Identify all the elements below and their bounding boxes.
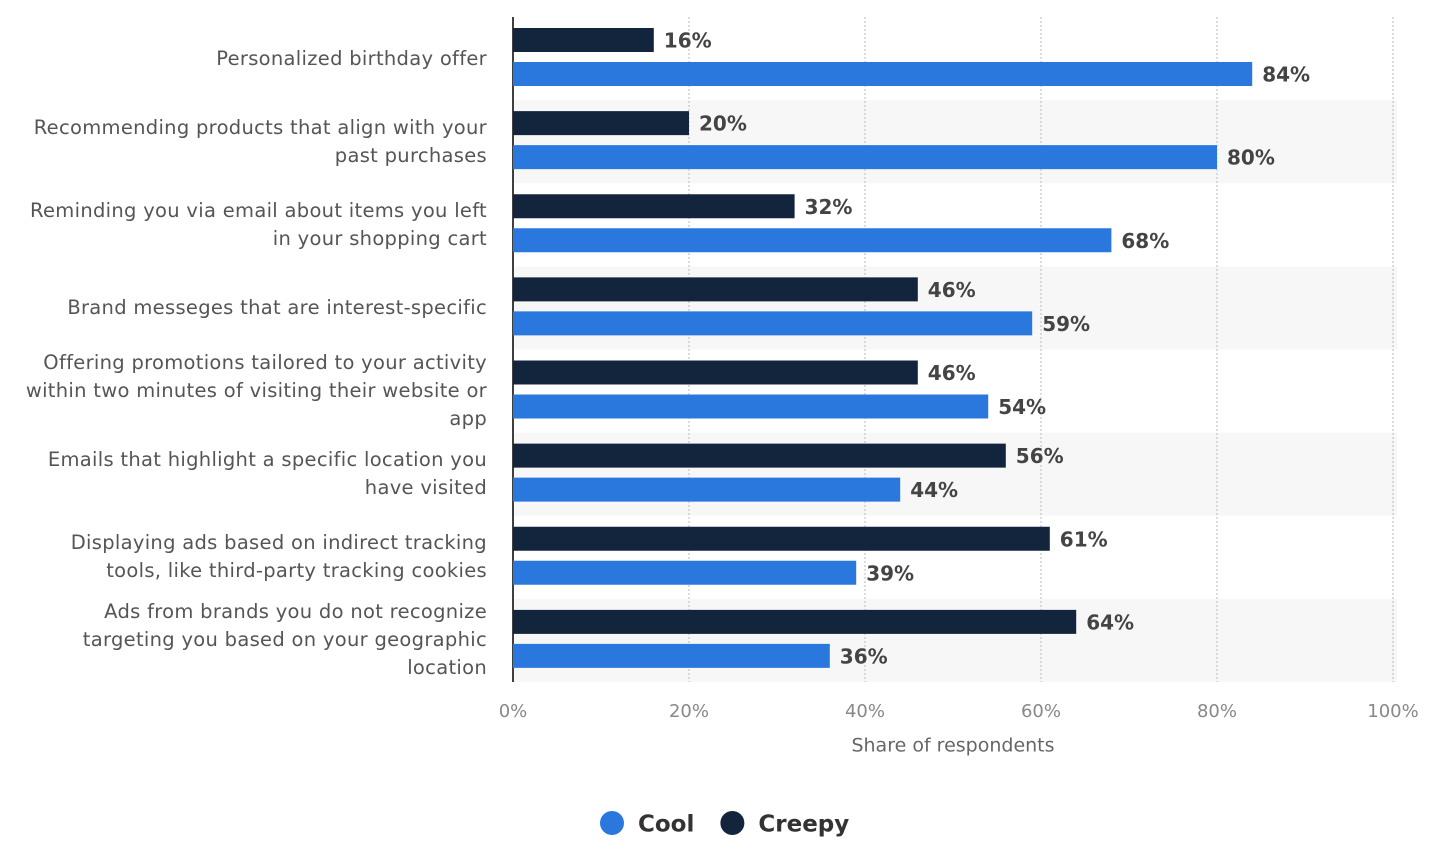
value-label: 32%	[805, 195, 853, 219]
bar	[513, 360, 918, 385]
x-tick-label: 80%	[1197, 701, 1237, 722]
category-label: Personalized birthday offer	[20, 17, 487, 100]
bar	[513, 311, 1033, 336]
value-label: 36%	[840, 644, 888, 668]
value-label: 16%	[664, 29, 712, 53]
value-label: 80%	[1227, 146, 1275, 170]
bar	[513, 62, 1253, 86]
value-label: 46%	[928, 361, 976, 385]
category-text: Brand messeges that are interest-specifi…	[67, 295, 487, 319]
bar	[513, 477, 901, 502]
legend-label: Cool	[638, 812, 694, 838]
value-label: 20%	[699, 112, 747, 136]
value-label: 44%	[910, 478, 958, 502]
category-text: Offering promotions tailored to your act…	[25, 351, 487, 431]
category-label: Brand messeges that are interest-specifi…	[20, 266, 487, 349]
x-tick-label: 100%	[1367, 701, 1418, 722]
x-tick-label: 0%	[499, 701, 528, 722]
legend-label: Creepy	[758, 812, 849, 838]
bar	[513, 111, 689, 136]
category-label: Reminding you via email about items you …	[20, 183, 487, 266]
bar	[513, 194, 795, 219]
bar	[513, 560, 857, 585]
legend-marker	[720, 811, 745, 835]
value-label: 61%	[1060, 527, 1108, 551]
x-tick-label: 20%	[669, 701, 709, 722]
bar	[513, 394, 989, 419]
category-text: Recommending products that align with yo…	[33, 115, 487, 167]
category-text: Ads from brands you do not recognize tar…	[82, 600, 487, 680]
bar	[513, 609, 1077, 634]
value-label: 39%	[866, 561, 914, 585]
value-label: 54%	[998, 395, 1046, 419]
value-label: 46%	[928, 278, 976, 302]
category-text: Reminding you via email about items you …	[30, 198, 487, 250]
category-text: Emails that highlight a specific locatio…	[47, 448, 487, 500]
category-label: Recommending products that align with yo…	[20, 100, 487, 183]
legend-marker	[600, 811, 624, 835]
bar	[513, 28, 654, 52]
bar	[513, 277, 918, 302]
bar	[513, 443, 1006, 468]
bar	[513, 228, 1112, 253]
category-label: Ads from brands you do not recognize tar…	[20, 599, 487, 682]
x-tick-label: 60%	[1021, 701, 1061, 722]
category-text: Personalized birthday offer	[216, 46, 487, 70]
bar	[513, 643, 830, 668]
category-text: Displaying ads based on indirect trackin…	[70, 531, 487, 583]
bar	[513, 526, 1050, 551]
x-tick-label: 40%	[845, 701, 885, 722]
value-label: 64%	[1086, 610, 1134, 634]
value-label: 68%	[1121, 229, 1169, 253]
value-label: 56%	[1016, 444, 1064, 468]
x-axis-label: Share of respondents	[851, 735, 1054, 757]
category-label: Emails that highlight a specific locatio…	[20, 433, 487, 516]
category-label: Offering promotions tailored to your act…	[20, 350, 487, 433]
bar	[513, 145, 1217, 170]
category-label: Displaying ads based on indirect trackin…	[20, 516, 487, 599]
value-label: 59%	[1042, 312, 1090, 336]
value-label: 84%	[1262, 63, 1310, 87]
